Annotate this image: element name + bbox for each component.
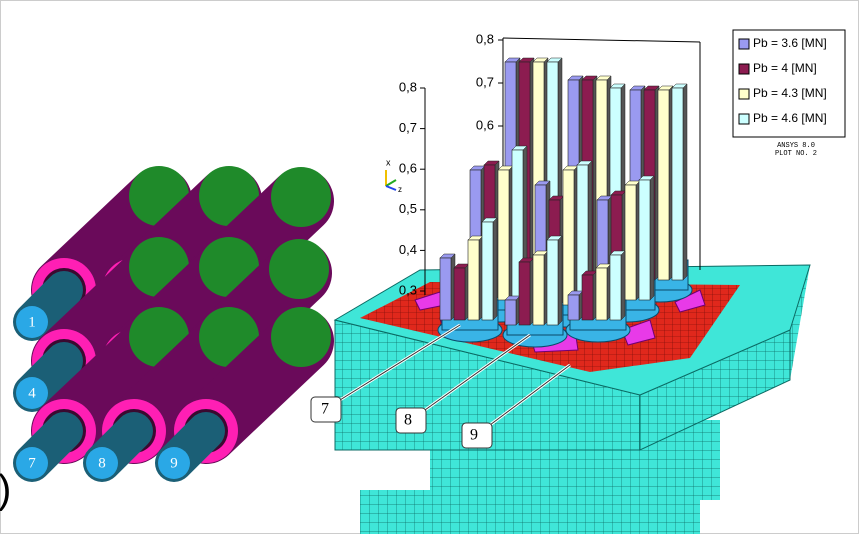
bar-side — [621, 251, 625, 320]
tick-label: 0,7 — [399, 120, 417, 135]
triad-label: z — [398, 185, 402, 194]
bar-face — [563, 170, 574, 305]
bar-face — [547, 240, 558, 325]
bar-face — [672, 88, 683, 280]
bar-face — [639, 180, 650, 300]
pile-label: 7 — [28, 455, 36, 471]
bar-face — [519, 262, 530, 325]
tick-label: 0,5 — [399, 201, 417, 216]
tick-label: 0,6 — [399, 161, 417, 176]
bar-side — [558, 236, 562, 325]
legend-swatch — [739, 39, 749, 49]
bar-face — [533, 255, 544, 325]
pile-label: 8 — [98, 455, 106, 471]
legend-label: Pb = 4.3 [MN] — [753, 86, 827, 100]
pile-end — [271, 307, 331, 367]
pile-label: 4 — [28, 385, 36, 401]
legend-label: Pb = 4.6 [MN] — [753, 111, 827, 125]
legend-label: Pb = 4 [MN] — [753, 61, 817, 75]
callout-label: 8 — [404, 412, 412, 429]
tick-label: 0,7 — [476, 74, 494, 89]
bar-face — [440, 258, 451, 320]
caption-fragment: ) — [0, 468, 11, 512]
legend-label: Pb = 3.6 [MN] — [753, 36, 827, 50]
bar-side — [650, 176, 654, 300]
legend-swatch — [739, 64, 749, 74]
bar-face — [468, 240, 479, 320]
tick-label: 0,4 — [399, 242, 417, 257]
bar-face — [505, 300, 516, 325]
bar-face — [482, 222, 493, 320]
bar-face — [658, 90, 669, 280]
tick-label: 0,3 — [399, 282, 417, 297]
callout-label: 9 — [470, 427, 478, 444]
triad-label: x — [386, 157, 391, 167]
callout-label: 7 — [321, 401, 329, 418]
bar-face — [568, 295, 579, 320]
ansys-label: ANSYS 8.0 — [777, 142, 815, 150]
legend-swatch — [739, 89, 749, 99]
tick-label: 0,6 — [476, 117, 494, 132]
figure: 123456789 ) 0,80,70,60,50,40,30,80,70,6 … — [0, 0, 859, 534]
bar-side — [493, 218, 497, 320]
bar-face — [610, 255, 621, 320]
tick-label: 0,8 — [476, 31, 494, 46]
pile-label: 1 — [28, 314, 36, 330]
bar-face — [454, 268, 465, 320]
tick-label: 0,8 — [399, 79, 417, 94]
pile-end — [271, 167, 331, 227]
bar-side — [683, 84, 687, 280]
bar-face — [498, 170, 509, 300]
bar-face — [582, 275, 593, 320]
legend-swatch — [739, 114, 749, 124]
pile-label: 9 — [170, 455, 178, 471]
ansys-label: PLOT NO. 2 — [775, 150, 817, 158]
bar-face — [625, 185, 636, 300]
bar-face — [596, 268, 607, 320]
pile-end — [269, 239, 329, 299]
